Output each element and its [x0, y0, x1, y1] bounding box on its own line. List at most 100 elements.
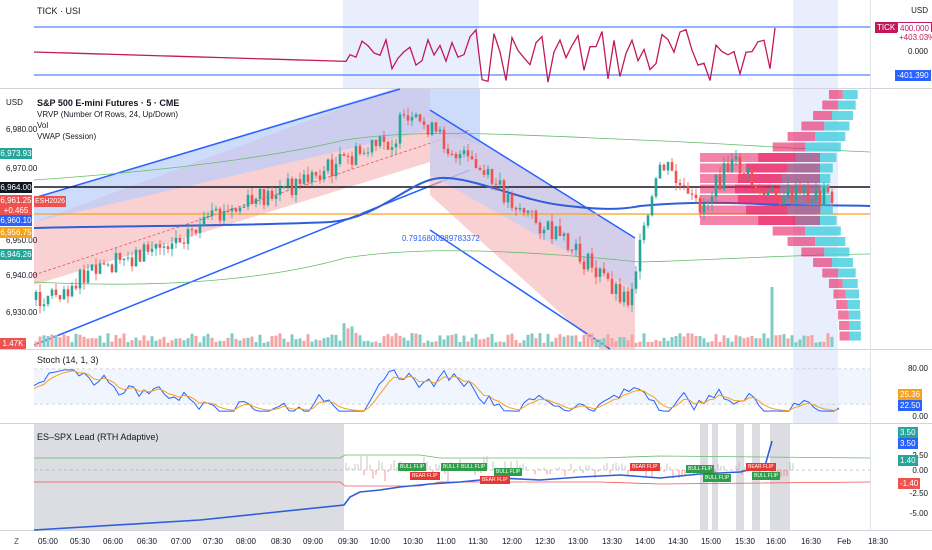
price-tick-6970: 6,970.00	[6, 164, 38, 173]
time-tick: 09:00	[302, 537, 324, 546]
price-tag-current: 6,961.25	[0, 195, 32, 206]
price-tick-6940: 6,940.00	[6, 271, 38, 280]
bull-flip-label: BULL FLIP	[441, 463, 470, 471]
bull-flip-label: BULL FLIP	[459, 463, 488, 471]
price-tag-change: +0.465	[0, 205, 32, 216]
time-tick: 14:30	[667, 537, 689, 546]
time-tick: 10:00	[369, 537, 391, 546]
lead-upper-threshold	[34, 454, 871, 459]
time-tick: 12:00	[501, 537, 523, 546]
vwap-lower-band	[33, 250, 871, 285]
time-tick: 14:00	[634, 537, 656, 546]
bull-flip-label: BULL FLIP	[686, 465, 715, 473]
ascending-channel-upper-fill	[34, 89, 480, 222]
fib-ratio-label: 0.7916800289783372	[402, 234, 480, 243]
bull-flip-label: BULL FLIP	[703, 474, 732, 482]
main-currency: USD	[6, 98, 23, 107]
bear-flip-label: BEAR FLIP	[480, 476, 510, 484]
vol-indicator-label[interactable]: Vol	[37, 121, 49, 130]
vwap-upper-band	[33, 132, 871, 181]
stoch-band-fill	[34, 369, 870, 404]
tick-zero-label: 0.000	[907, 47, 928, 56]
symbol-tag: ESH2026	[34, 196, 66, 207]
time-tick: 11:30	[468, 537, 488, 546]
price-tick-6980: 6,980.00	[6, 125, 38, 134]
price-tag-orange: 6,956.75	[0, 227, 32, 238]
lead-axis-250: 2.50	[912, 451, 928, 460]
tick-series-line	[33, 27, 776, 83]
lead-tag-1: 3.50	[898, 427, 918, 438]
lead-axis-neg500: -5.00	[909, 509, 928, 518]
time-tick: 13:00	[567, 537, 589, 546]
bear-flip-label: BEAR FLIP	[746, 463, 776, 471]
time-tick: 08:00	[235, 537, 257, 546]
price-axis-divider	[870, 0, 871, 530]
bull-flip-label: BULL FLIP	[398, 463, 427, 471]
ascending-channel-bottom	[33, 169, 471, 346]
price-tick-6950: 6,950.00	[6, 236, 38, 245]
main-symbol-title[interactable]: S&P 500 E-mini Futures · 5 · CME	[37, 98, 180, 108]
price-tag-last: 6,964.00	[0, 182, 32, 193]
time-tick: 15:30	[734, 537, 756, 546]
time-tick: 18:30	[867, 537, 889, 546]
stoch-level-80: 80.00	[907, 364, 928, 373]
volume-tag: 1.47K	[0, 338, 26, 349]
premarket-shade-lead	[34, 424, 344, 530]
time-tick: 11:00	[436, 537, 456, 546]
pane-divider-2[interactable]	[0, 349, 932, 350]
stoch-level-0: 0.00	[912, 412, 928, 421]
pane-divider-3[interactable]	[0, 423, 932, 424]
time-tick: 16:30	[800, 537, 822, 546]
descending-channel-top	[429, 109, 636, 239]
bear-flip-label: BEAR FLIP	[410, 472, 440, 480]
ascending-channel-mid	[33, 129, 471, 276]
price-tag-upper-band: 6,973.93	[0, 148, 32, 159]
stoch-title[interactable]: Stoch (14, 1, 3)	[37, 355, 99, 365]
candles	[34, 107, 834, 314]
volume-bars	[34, 287, 834, 347]
time-tick: 08:30	[270, 537, 292, 546]
lead-tag-4: -1.40	[898, 478, 921, 489]
tick-low-label: -401.390	[895, 70, 931, 81]
lead-axis-neg250: -2.50	[909, 489, 928, 498]
time-tick: 05:00	[37, 537, 59, 546]
time-tick: 15:00	[700, 537, 722, 546]
bull-flip-label: BULL FLIP	[494, 468, 523, 476]
tick-currency: USD	[911, 6, 928, 15]
price-tag-vwap: 6,960.10	[0, 215, 32, 226]
lead-tag-2: 3.50	[898, 438, 918, 449]
time-axis-divider	[0, 530, 932, 531]
time-tick: 07:00	[170, 537, 192, 546]
stoch-d-line	[33, 370, 840, 412]
descending-channel-bottom	[429, 229, 611, 350]
time-tick: 05:30	[69, 537, 91, 546]
stoch-d-value: 25.36	[898, 389, 923, 400]
time-tick: 13:30	[601, 537, 623, 546]
postsession-shade-tick	[793, 0, 838, 88]
bear-flip-label: BEAR FLIP	[630, 463, 660, 471]
time-tick: Feb	[837, 537, 851, 546]
tick-badge-label: TICK	[875, 22, 897, 33]
lead-title[interactable]: ES–SPX Lead (RTH Adaptive)	[37, 432, 159, 442]
tick-pane-title[interactable]: TICK · USI	[37, 6, 81, 16]
time-tick: 09:30	[337, 537, 359, 546]
bull-flip-label: BULL FLIP	[752, 472, 781, 480]
stoch-k-value: 22.50	[898, 400, 923, 411]
time-tick: 10:30	[402, 537, 424, 546]
time-tick: 16:00	[765, 537, 787, 546]
lead-tag-3: 1.40	[898, 455, 918, 466]
time-tick: 06:30	[136, 537, 158, 546]
vrvp-indicator-label[interactable]: VRVP (Number Of Rows, 24, Up/Down)	[37, 110, 179, 119]
lead-shade-c	[736, 424, 744, 530]
time-tick: 12:30	[534, 537, 556, 546]
time-tick: 06:00	[102, 537, 124, 546]
price-tag-lower-band: 6,946.26	[0, 249, 32, 260]
z-icon[interactable]: Z	[14, 537, 19, 546]
time-tick: 07:30	[202, 537, 224, 546]
ascending-channel-top	[33, 88, 401, 199]
vwap-indicator-label[interactable]: VWAP (Session)	[37, 132, 97, 141]
pane-divider-1[interactable]	[0, 88, 932, 89]
lead-axis-0: 0.00	[912, 466, 928, 475]
tick-badge-change: +403.03%	[897, 32, 932, 43]
